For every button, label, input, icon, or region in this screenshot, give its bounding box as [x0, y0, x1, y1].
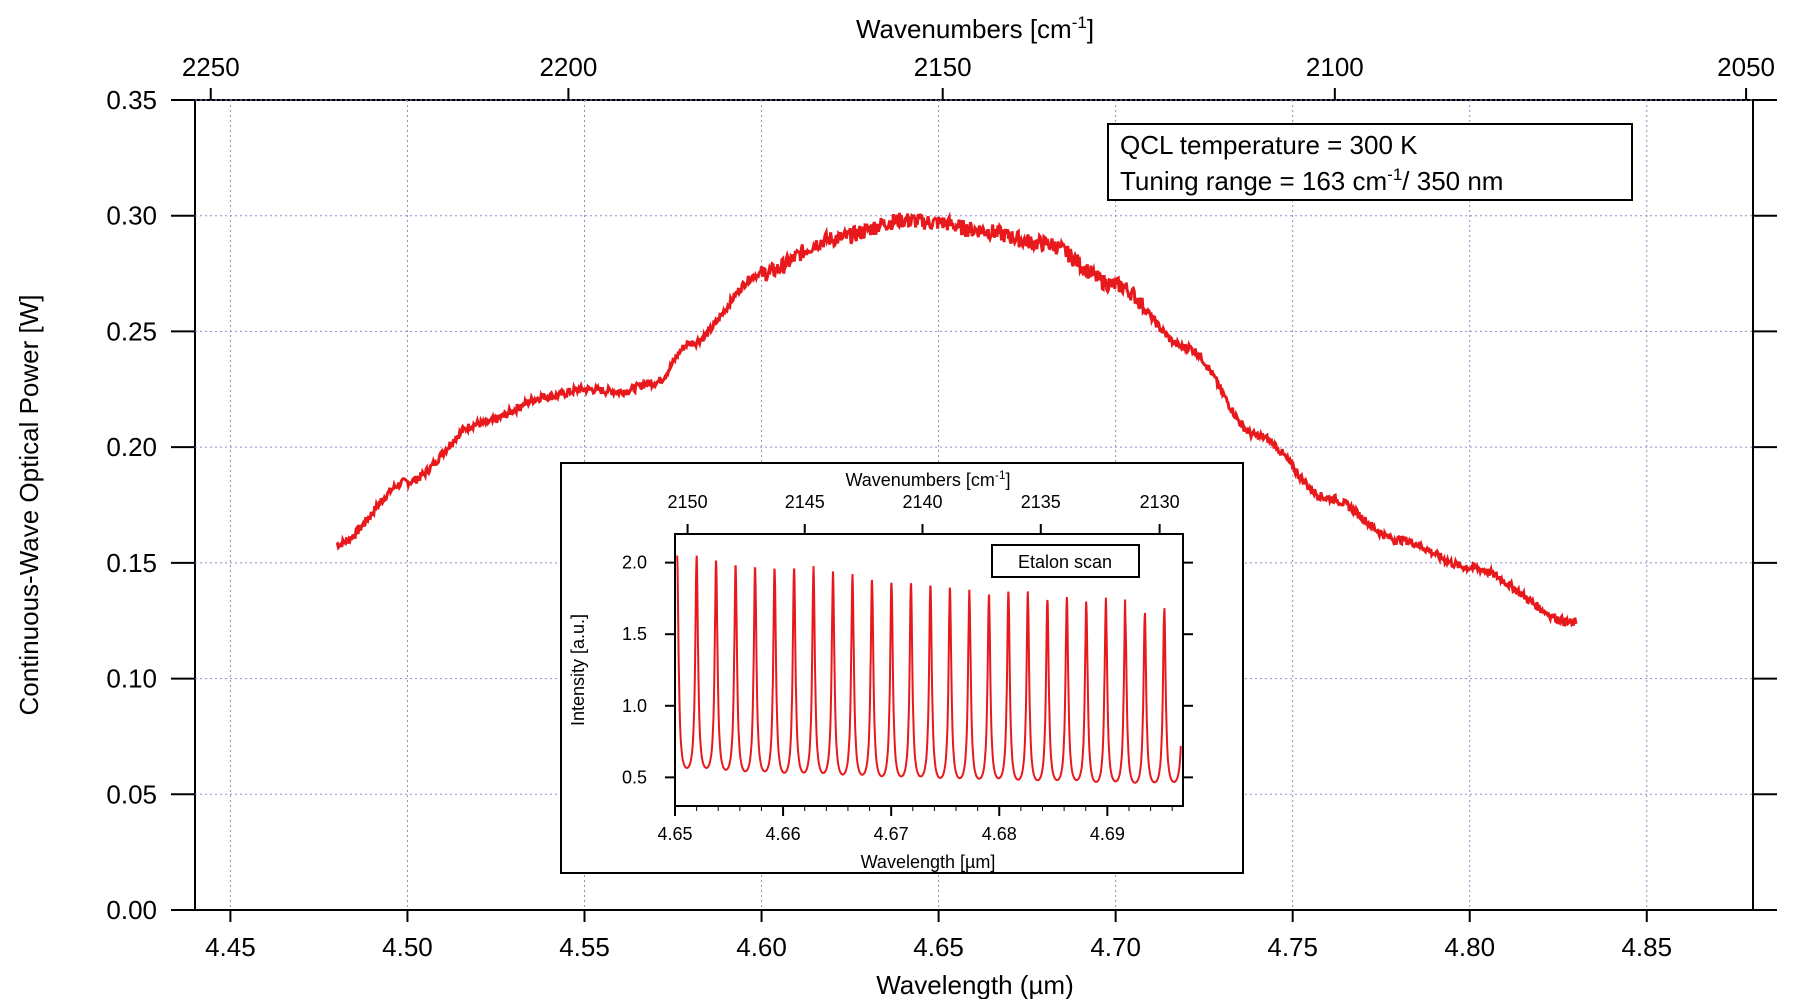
main-top-tick-label: 2150	[914, 52, 972, 82]
inset-x-axis-label: Wavelength [µm]	[861, 852, 996, 872]
inset-x-tick-label: 4.66	[766, 824, 801, 844]
main-x-axis-label: Wavelength (µm)	[876, 970, 1074, 999]
inset-x-axis-label-end: ]	[990, 852, 995, 872]
inset-y-axis-label: Intensity [a.u.]	[568, 614, 588, 726]
main-x-tick-label: 4.65	[913, 932, 964, 962]
annotation-box	[1107, 123, 1633, 201]
main-series-line	[335, 211, 1578, 629]
main-x-tick-label: 4.70	[1090, 932, 1141, 962]
annotation-line-2-sup: -1	[1387, 165, 1402, 184]
main-x-tick-labels: 4.45 4.50 4.55 4.60 4.65 4.70 4.75 4.80 4.85	[205, 932, 1672, 962]
inset-legend-box	[991, 544, 1140, 578]
inset-y-tick-label: 0.5	[622, 767, 647, 787]
inset-top-tick-label: 2135	[1021, 492, 1061, 512]
annotation-line-2-b: / 350 nm	[1402, 166, 1503, 196]
inset-top-axis-label-sup: -1	[995, 468, 1006, 482]
inset-plot-frame	[674, 533, 1184, 807]
annotation-line-2: Tuning range = 163 cm-1/ 350 nm	[1120, 165, 1503, 196]
main-top-tick-label: 2050	[1717, 52, 1775, 82]
inset-x-tick-label: 4.68	[982, 824, 1017, 844]
inset-top-tick-label: 2150	[668, 492, 708, 512]
inset-y-tick-label: 1.0	[622, 696, 647, 716]
main-top-tick-label: 2100	[1306, 52, 1364, 82]
inset-x-tick-label: 4.65	[657, 824, 692, 844]
main-y-tick-label: 0.35	[106, 85, 157, 115]
inset-top-axis-label-text: Wavenumbers [cm	[845, 470, 994, 490]
inset-x-axis-label-mu: µm	[965, 852, 990, 872]
main-top-axis-label-end: ]	[1087, 14, 1094, 44]
inset-y-tick-labels: 0.5 1.0 1.5 2.0	[622, 553, 647, 788]
main-top-tick-label: 2200	[539, 52, 597, 82]
main-y-tick-label: 0.20	[106, 432, 157, 462]
main-top-tick-label: 2250	[182, 52, 240, 82]
main-y-tick-label: 0.00	[106, 895, 157, 925]
main-x-tick-label: 4.50	[382, 932, 433, 962]
main-x-tick-label: 4.85	[1621, 932, 1672, 962]
inset-top-axis-label-end: ]	[1006, 470, 1011, 490]
inset-x-tick-label: 4.69	[1090, 824, 1125, 844]
inset-tick-marks	[665, 524, 1193, 816]
inset-top-tick-label: 2130	[1140, 492, 1180, 512]
annotation-line-2-a: Tuning range = 163 cm	[1120, 166, 1387, 196]
inset-series-line	[676, 555, 1182, 784]
main-top-axis-label-sup: -1	[1072, 13, 1087, 32]
main-x-tick-label: 4.80	[1444, 932, 1495, 962]
annotation-line-1: QCL temperature = 300 K	[1120, 130, 1418, 160]
main-top-axis-label: Wavenumbers [cm-1]	[856, 13, 1094, 44]
main-top-tick-labels: 2250 2200 2150 2100 2050	[182, 52, 1775, 82]
main-x-tick-label: 4.45	[205, 932, 256, 962]
inset-y-tick-label: 2.0	[622, 553, 647, 573]
main-plot-frame	[194, 99, 1754, 911]
main-y-tick-label: 0.15	[106, 548, 157, 578]
inset-x-axis-label-text: Wavelength [	[861, 852, 965, 872]
main-tick-marks	[171, 88, 1777, 922]
inset-legend-title: Etalon scan	[1018, 552, 1112, 572]
main-x-tick-label: 4.60	[736, 932, 787, 962]
main-x-tick-label: 4.55	[559, 932, 610, 962]
main-y-tick-labels: 0.00 0.05 0.10 0.15 0.20 0.25 0.30 0.35	[106, 85, 157, 925]
main-x-tick-label: 4.75	[1267, 932, 1318, 962]
main-y-axis-label: Continuous-Wave Optical Power [W]	[14, 295, 44, 716]
main-top-axis-label-text: Wavenumbers [cm	[856, 14, 1072, 44]
inset-top-axis-label: Wavenumbers [cm-1]	[845, 468, 1010, 490]
main-y-tick-label: 0.30	[106, 201, 157, 231]
inset-top-tick-label: 2145	[785, 492, 825, 512]
inset-top-tick-labels: 2150 2145 2140 2135 2130	[668, 492, 1180, 512]
main-y-tick-label: 0.05	[106, 779, 157, 809]
inset-y-tick-label: 1.5	[622, 624, 647, 644]
inset-x-tick-labels: 4.65 4.66 4.67 4.68 4.69	[657, 824, 1124, 844]
inset-x-tick-label: 4.67	[874, 824, 909, 844]
inset-outer-box	[560, 462, 1244, 874]
main-y-tick-label: 0.25	[106, 316, 157, 346]
main-y-tick-label: 0.10	[106, 664, 157, 694]
inset-top-tick-label: 2140	[902, 492, 942, 512]
